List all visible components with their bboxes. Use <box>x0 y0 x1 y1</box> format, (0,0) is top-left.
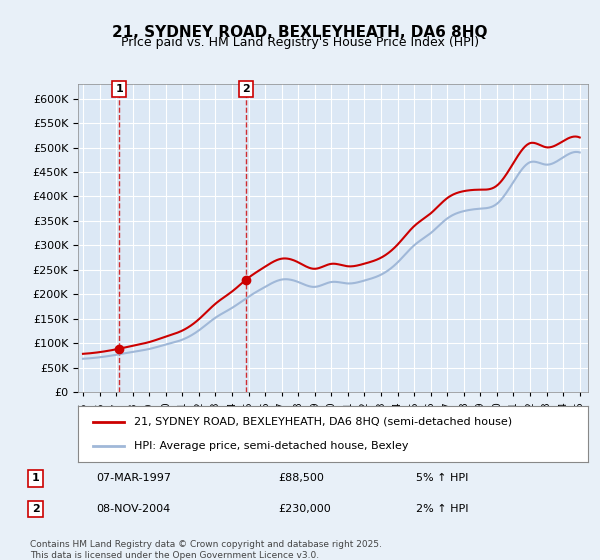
Text: HPI: Average price, semi-detached house, Bexley: HPI: Average price, semi-detached house,… <box>134 441 409 451</box>
Text: £88,500: £88,500 <box>278 473 324 483</box>
Text: 2% ↑ HPI: 2% ↑ HPI <box>416 504 469 514</box>
Text: 21, SYDNEY ROAD, BEXLEYHEATH, DA6 8HQ (semi-detached house): 21, SYDNEY ROAD, BEXLEYHEATH, DA6 8HQ (s… <box>134 417 512 427</box>
Text: 21, SYDNEY ROAD, BEXLEYHEATH, DA6 8HQ: 21, SYDNEY ROAD, BEXLEYHEATH, DA6 8HQ <box>112 25 488 40</box>
Text: Contains HM Land Registry data © Crown copyright and database right 2025.
This d: Contains HM Land Registry data © Crown c… <box>30 540 382 560</box>
Text: 5% ↑ HPI: 5% ↑ HPI <box>416 473 469 483</box>
Text: 08-NOV-2004: 08-NOV-2004 <box>96 504 170 514</box>
Text: 2: 2 <box>32 504 40 514</box>
Text: 1: 1 <box>115 84 123 94</box>
Text: £230,000: £230,000 <box>278 504 331 514</box>
Text: Price paid vs. HM Land Registry's House Price Index (HPI): Price paid vs. HM Land Registry's House … <box>121 36 479 49</box>
Text: 2: 2 <box>242 84 250 94</box>
Text: 07-MAR-1997: 07-MAR-1997 <box>96 473 171 483</box>
Text: 1: 1 <box>32 473 40 483</box>
